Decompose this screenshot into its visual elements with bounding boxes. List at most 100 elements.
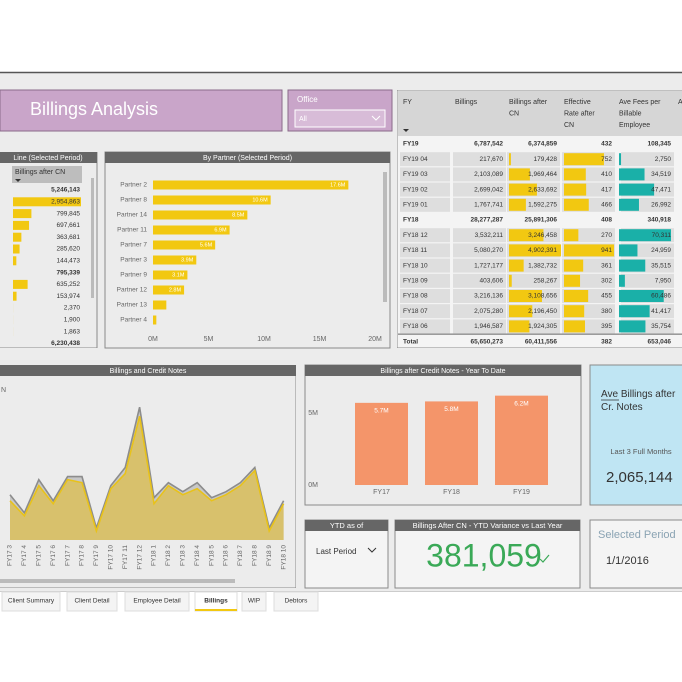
- cell: 466: [601, 202, 612, 209]
- value-label: 10.6M: [252, 197, 268, 203]
- cell: 363,681: [57, 234, 81, 241]
- tab[interactable]: [66, 591, 118, 612]
- data-bar: [619, 183, 655, 196]
- cell: 270: [601, 232, 612, 239]
- value-label: 5.6M: [200, 242, 213, 248]
- cell: 3,216,136: [474, 293, 503, 300]
- x-tick-label: FY18 5: [208, 545, 215, 566]
- cell-bg: [453, 228, 506, 243]
- data-bar: [564, 290, 589, 302]
- x-tick-label: 5M: [204, 336, 214, 343]
- cell: 41,417: [651, 308, 671, 315]
- scrollbar[interactable]: [0, 579, 235, 583]
- data-bar: [564, 244, 614, 257]
- value-label: 5.7M: [374, 408, 388, 415]
- cell: 395: [601, 323, 612, 330]
- cell-bg: [400, 197, 450, 212]
- data-bar: [619, 229, 671, 242]
- x-tick-label: FY18 2: [165, 545, 172, 566]
- data-bar: [13, 197, 81, 207]
- column-header: Billings: [455, 99, 478, 106]
- cell-bg: [621, 273, 674, 288]
- cell: 1,924,305: [528, 323, 557, 330]
- value-label: 3.9M: [181, 257, 194, 263]
- data-bar: [509, 153, 511, 166]
- x-tick-label: FY18: [443, 489, 460, 496]
- cell-bg: [400, 304, 450, 319]
- value-label: 5.8M: [444, 406, 458, 413]
- cell: 752: [601, 156, 612, 163]
- cell: FY18 11: [403, 247, 427, 254]
- cell-bg: [453, 258, 506, 273]
- x-tick-label: FY18 10: [280, 545, 287, 570]
- group: Billings and Credit Notes N FY17 3 FY17 4 FY…: [0, 365, 296, 588]
- cell: 635,252: [57, 281, 81, 288]
- cell-bg: [453, 152, 506, 167]
- card-value: 381,059: [426, 537, 542, 573]
- data-bar: [564, 153, 604, 166]
- dropdown[interactable]: [294, 109, 386, 128]
- category-label: Partner 3: [120, 257, 147, 264]
- x-tick-label: FY17 4: [21, 545, 28, 566]
- scrollbar[interactable]: [91, 178, 94, 298]
- area: [10, 416, 284, 540]
- data-bar: [13, 209, 32, 219]
- cell: Total: [403, 338, 418, 345]
- data-bar: [619, 244, 638, 257]
- data-bar: [564, 229, 579, 242]
- data-bar: [13, 256, 17, 266]
- cell: 302: [601, 278, 612, 285]
- data-bar: [509, 274, 512, 287]
- cell-bg: [400, 243, 450, 258]
- cell: FY18 10: [403, 262, 428, 269]
- cell: 3,532,211: [475, 232, 504, 239]
- cell-bg: [507, 152, 560, 167]
- x-tick-label: FY17: [373, 489, 390, 496]
- title-box: [0, 89, 283, 132]
- cell: 432: [601, 141, 612, 148]
- tab[interactable]: [124, 591, 190, 612]
- x-tick-label: FY17 11: [122, 545, 129, 569]
- category-label: Partner 12: [117, 287, 148, 294]
- cell: 6,230,438: [51, 340, 80, 347]
- tab[interactable]: [1, 591, 61, 612]
- cell: 2,103,089: [474, 171, 503, 178]
- panel-header: [395, 520, 580, 531]
- cell: FY18 12: [403, 232, 428, 239]
- kpi-card: [589, 364, 682, 506]
- data-bar: [619, 168, 645, 181]
- tab-label: Debtors: [285, 598, 309, 605]
- cell: 1,969,464: [528, 171, 557, 178]
- tab[interactable]: [241, 591, 267, 612]
- x-tick-label: FY17 9: [93, 545, 100, 566]
- x-tick-label: FY17 8: [79, 545, 86, 566]
- cell: FY19 04: [403, 156, 428, 163]
- slicer[interactable]: [304, 519, 389, 589]
- panel-header: [105, 152, 390, 163]
- slicer-value: Last Period: [316, 547, 356, 556]
- x-tick-label: 20M: [368, 336, 382, 343]
- bar: [495, 395, 548, 485]
- tab[interactable]: [273, 591, 319, 612]
- x-tick-label: FY18 7: [237, 545, 244, 566]
- data-bar: [564, 198, 589, 211]
- x-tick-label: FY17 10: [108, 545, 115, 570]
- cell-bg: [400, 289, 450, 303]
- panel-header: [0, 365, 296, 376]
- data-bar: [509, 290, 542, 302]
- data-bar: [509, 229, 544, 242]
- cell: 26,992: [651, 202, 671, 209]
- scrollbar[interactable]: [383, 172, 387, 302]
- value-label: 6.9M: [214, 227, 227, 233]
- cell: 1,382,732: [528, 262, 557, 269]
- category-label: Partner 4: [120, 317, 147, 324]
- data-bar: [619, 153, 622, 166]
- y-tick-label: 5M: [308, 410, 318, 417]
- cell: 410: [601, 171, 612, 178]
- cell: 5,080,270: [474, 247, 503, 254]
- data-bar: [619, 274, 625, 287]
- cell: 799,845: [57, 210, 81, 217]
- data-bar: [564, 183, 587, 196]
- x-tick-label: FY17 12: [136, 545, 143, 570]
